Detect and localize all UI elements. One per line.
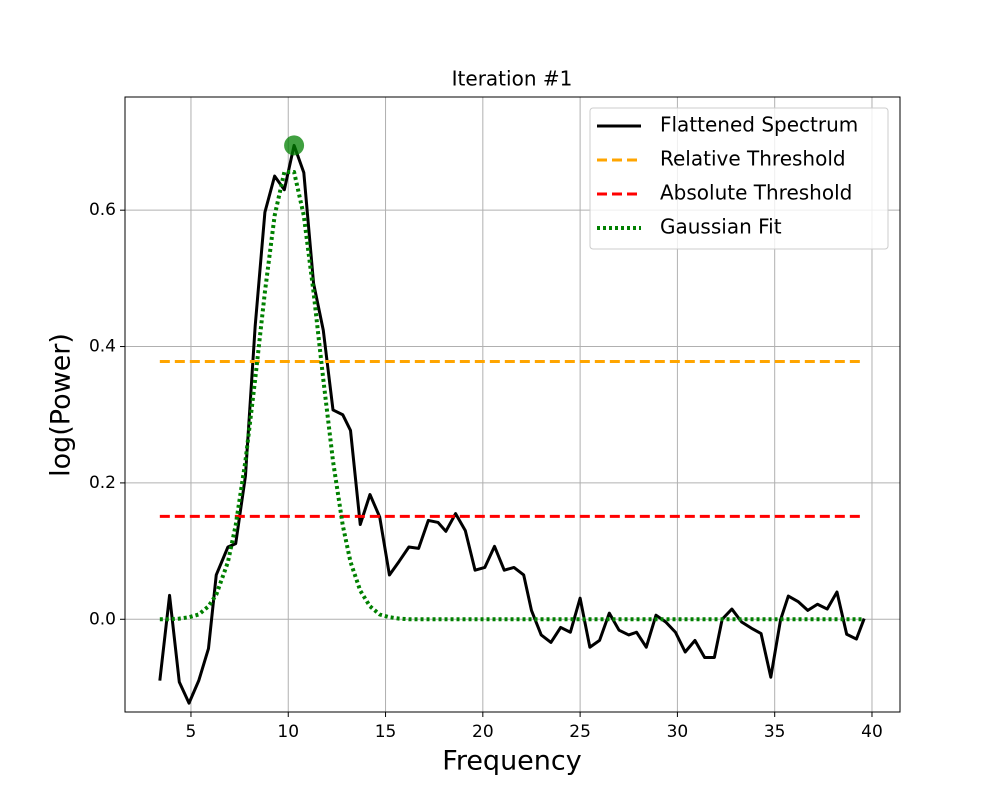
legend-box [589, 107, 889, 250]
y-tick-label: 0.6 [89, 200, 116, 220]
x-tick-label: 30 [667, 722, 689, 742]
legend-label: Flattened Spectrum [660, 113, 858, 137]
x-tick-label: 10 [277, 722, 299, 742]
legend-label: Relative Threshold [660, 147, 846, 171]
chart-title: Iteration #1 [452, 67, 573, 91]
series-line [159, 170, 865, 622]
x-tick-label: 35 [764, 722, 786, 742]
legend-label: Absolute Threshold [660, 181, 852, 205]
y-tick-label: 0.2 [89, 473, 116, 493]
plot-frame [124, 96, 901, 713]
x-tick-label: 5 [186, 722, 197, 742]
peak-marker [284, 135, 305, 156]
y-tick-label: 0.0 [89, 609, 116, 629]
series-line [158, 143, 866, 705]
y-tick-label: 0.4 [89, 337, 116, 357]
x-tick-label: 20 [472, 722, 494, 742]
x-tick-label: 15 [375, 722, 397, 742]
x-tick-label: 25 [569, 722, 591, 742]
x-axis-label: Frequency [442, 746, 582, 777]
x-tick-label: 40 [861, 722, 883, 742]
y-axis-label: log(Power) [46, 333, 77, 477]
legend-label: Gaussian Fit [660, 215, 782, 239]
